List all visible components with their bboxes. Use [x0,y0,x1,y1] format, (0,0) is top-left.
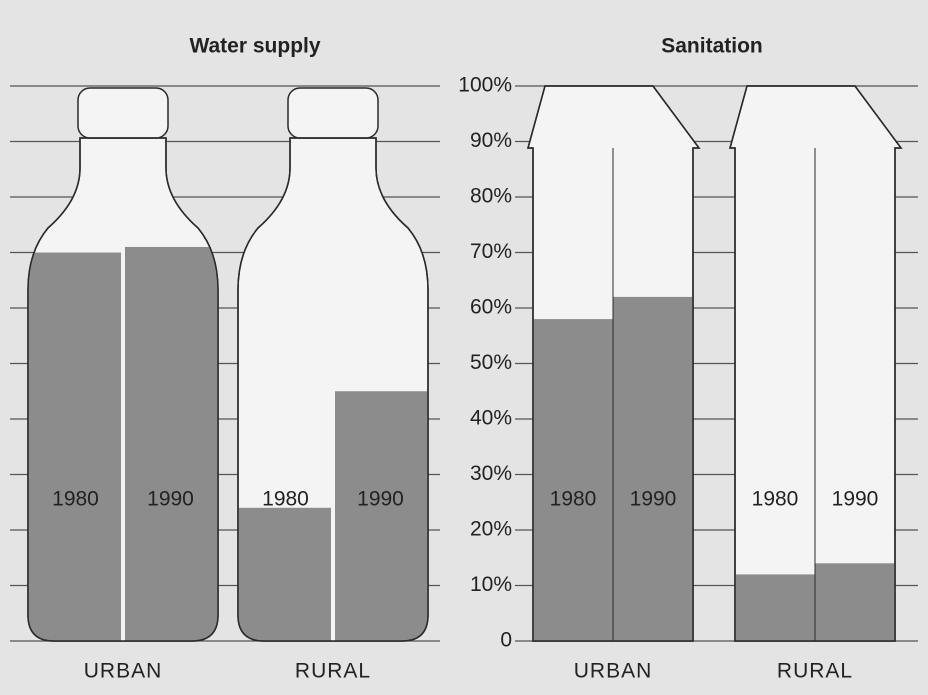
chart: 0 10% 20% 30% 40% 50% 60% 70% 80% 90% 100% Water su… [0,0,928,695]
bar [238,508,333,641]
panel-title: Water supply [189,35,320,58]
y-tick-label: 0 [500,629,512,652]
y-tick-label: 20% [470,518,512,541]
bottle-cap [78,88,168,138]
y-tick-label: 10% [470,573,512,596]
bar [735,574,815,641]
y-tick-label: 40% [470,407,512,430]
bar [815,563,895,641]
x-tick-label: RURAL [777,660,853,683]
series-label: 1980 [262,488,309,511]
x-tick-label: URBAN [574,660,653,683]
series-label: 1980 [550,488,597,511]
series-label: 1980 [752,488,799,511]
series-label: 1990 [357,488,404,511]
y-tick-label: 100% [458,74,512,97]
series-label: 1990 [832,488,879,511]
bar [533,319,613,641]
y-tick-label: 50% [470,351,512,374]
y-tick-label: 60% [470,296,512,319]
y-tick-label: 70% [470,240,512,263]
series-label: 1990 [630,488,677,511]
bar [333,391,428,641]
bottle-cap [288,88,378,138]
y-tick-label: 90% [470,129,512,152]
y-tick-label: 80% [470,185,512,208]
x-tick-label: RURAL [295,660,371,683]
series-label: 1980 [52,488,99,511]
x-tick-label: URBAN [84,660,163,683]
bar [613,297,693,641]
y-tick-label: 30% [470,462,512,485]
panel-title: Sanitation [661,35,763,58]
bar [123,247,218,641]
series-label: 1990 [147,488,194,511]
bar [28,253,123,642]
